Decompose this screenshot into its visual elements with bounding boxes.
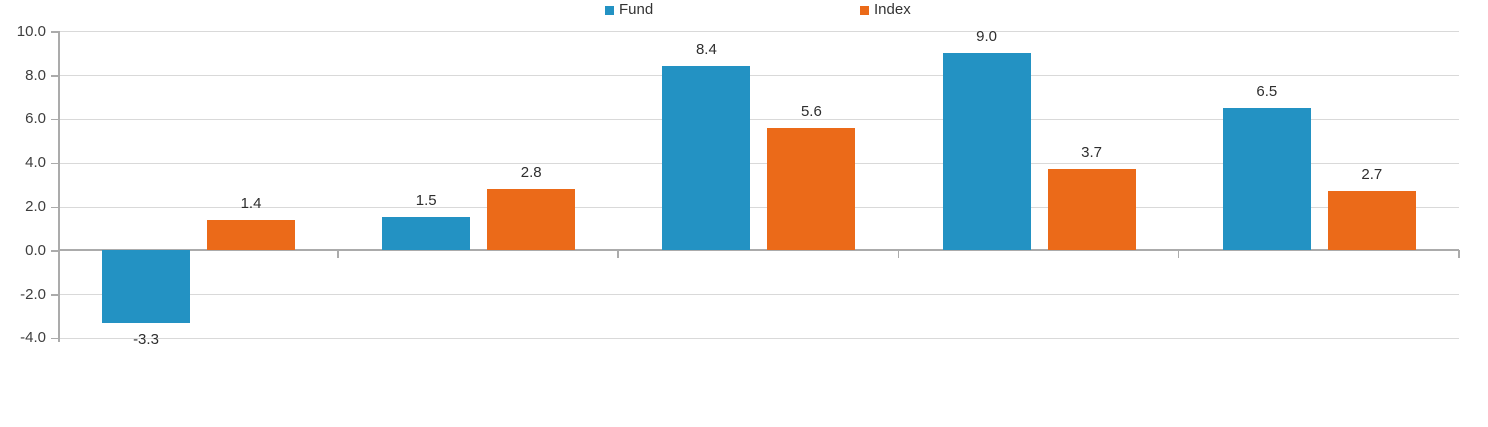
x-axis-tick bbox=[617, 250, 619, 259]
bar-value-label: 5.6 bbox=[800, 102, 822, 120]
y-axis-tick-label: 8.0 bbox=[25, 66, 46, 84]
bar-index-0 bbox=[207, 219, 295, 251]
bar-fund-0 bbox=[102, 250, 190, 323]
legend-marker-fund-icon bbox=[605, 5, 614, 15]
y-axis-tick-label: 0.0 bbox=[25, 241, 46, 259]
bar-value-label: 2.8 bbox=[520, 163, 542, 181]
x-axis-tick bbox=[337, 250, 339, 259]
bar-index-3 bbox=[1047, 169, 1136, 251]
bar-index-1 bbox=[487, 188, 576, 251]
bar-value-label: 3.7 bbox=[1081, 144, 1103, 162]
y-axis-tick bbox=[51, 250, 58, 252]
x-axis-tick bbox=[1458, 250, 1460, 259]
bar-value-label: -3.3 bbox=[133, 330, 159, 348]
y-axis-tick-label: 2.0 bbox=[25, 198, 46, 215]
gridline bbox=[58, 75, 1459, 77]
y-axis-tick bbox=[51, 31, 58, 33]
bar-fund-3 bbox=[942, 53, 1031, 251]
y-axis-tick bbox=[51, 337, 58, 340]
y-axis-tick-label: 6.0 bbox=[25, 110, 46, 128]
y-axis-tick bbox=[51, 118, 58, 121]
bar-fund-1 bbox=[382, 217, 471, 251]
y-axis-tick bbox=[51, 75, 58, 77]
gridline bbox=[58, 337, 1459, 339]
y-axis-tick bbox=[51, 162, 58, 165]
y-axis-tick-label: -2.0 bbox=[20, 285, 46, 303]
y-axis-tick bbox=[51, 206, 58, 208]
legend-label-index: Index bbox=[874, 1, 911, 18]
gridline bbox=[58, 206, 1459, 208]
bar-index-4 bbox=[1327, 191, 1416, 251]
bar-index-2 bbox=[767, 127, 856, 251]
bar-value-label: 9.0 bbox=[976, 28, 998, 46]
y-axis-tick-label: 4.0 bbox=[25, 154, 46, 172]
legend-item-fund: Fund bbox=[605, 0, 653, 20]
legend-marker-index-icon bbox=[860, 5, 869, 15]
x-axis-tick bbox=[897, 250, 900, 259]
bar-value-label: 2.7 bbox=[1361, 166, 1383, 184]
bar-fund-4 bbox=[1222, 107, 1311, 251]
gridline bbox=[58, 31, 1459, 33]
y-axis-tick bbox=[51, 294, 58, 296]
legend-label-fund: Fund bbox=[619, 1, 654, 18]
gridline bbox=[58, 294, 1459, 296]
bar-fund-2 bbox=[662, 66, 751, 251]
bar-value-label: 1.5 bbox=[415, 192, 437, 210]
y-axis-line bbox=[58, 30, 60, 342]
legend-item-index: Index bbox=[860, 0, 911, 20]
gridline bbox=[58, 162, 1459, 164]
bar-value-label: 6.5 bbox=[1256, 82, 1278, 100]
y-axis-tick-label: 10.0 bbox=[16, 22, 46, 40]
gridline bbox=[58, 118, 1459, 120]
y-axis-tick-label: -4.0 bbox=[20, 329, 46, 347]
bar-value-label: 8.4 bbox=[695, 41, 717, 59]
x-axis-tick bbox=[1177, 250, 1180, 259]
zero-gridline bbox=[58, 249, 1459, 252]
bar-value-label: 1.4 bbox=[240, 194, 262, 212]
